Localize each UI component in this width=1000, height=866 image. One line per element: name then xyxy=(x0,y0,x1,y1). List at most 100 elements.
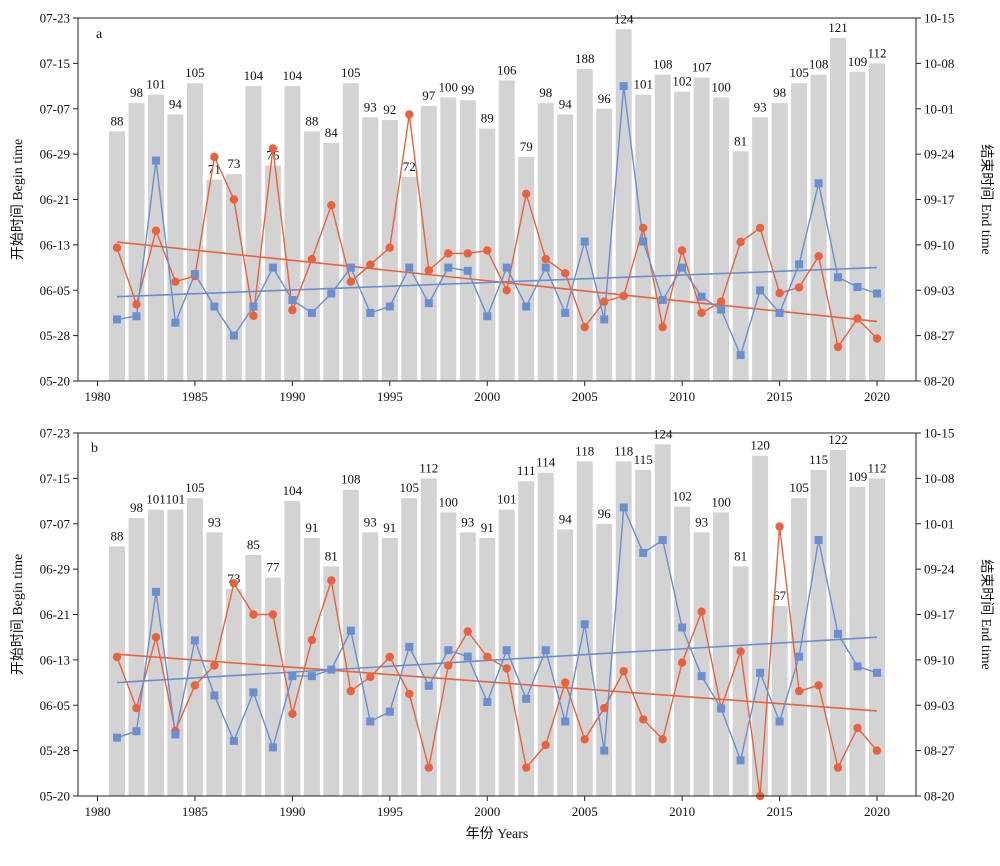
bar-label: 108 xyxy=(653,57,673,72)
begin-series-line xyxy=(116,526,878,797)
begin-point xyxy=(327,201,336,210)
panel-label: a xyxy=(96,27,103,42)
end-point xyxy=(580,237,589,246)
begin-point xyxy=(483,246,492,255)
end-point xyxy=(366,308,375,317)
bar-label: 112 xyxy=(867,45,886,60)
begin-point xyxy=(190,681,200,690)
begin-point xyxy=(794,283,804,292)
begin-point xyxy=(794,686,804,696)
end-point xyxy=(405,263,414,272)
left-tick-label: 06-21 xyxy=(40,607,70,622)
begin-point xyxy=(502,664,511,673)
end-point xyxy=(873,289,881,298)
begin-point xyxy=(444,249,453,258)
bar xyxy=(557,529,574,796)
begin-point xyxy=(814,252,823,261)
end-point xyxy=(736,351,745,360)
end-series-line xyxy=(116,507,878,763)
bar xyxy=(654,444,671,796)
bar xyxy=(674,91,691,381)
bar xyxy=(810,469,827,796)
bar xyxy=(342,83,359,381)
end-point xyxy=(444,263,453,272)
bar-label: 97 xyxy=(422,88,436,103)
x-tick-label: 2010 xyxy=(669,804,695,819)
end-point xyxy=(288,296,297,304)
end-point xyxy=(327,289,336,298)
bar xyxy=(869,63,885,382)
bar-label: 101 xyxy=(633,77,653,92)
begin-point xyxy=(268,144,278,153)
bar xyxy=(459,100,476,381)
end-trend-line xyxy=(116,636,878,684)
bar-label: 101 xyxy=(146,492,166,507)
end-point xyxy=(152,587,160,596)
end-point xyxy=(717,704,726,713)
begin-point xyxy=(600,297,609,306)
left-tick-label: 07-23 xyxy=(40,11,70,26)
bar xyxy=(791,498,808,796)
right-tick-label: 10-01 xyxy=(924,516,954,531)
begin-point xyxy=(112,243,122,252)
bar xyxy=(401,176,418,381)
left-tick-label: 07-07 xyxy=(40,516,71,531)
end-point xyxy=(268,263,277,272)
bar-label: 121 xyxy=(828,20,848,35)
end-point xyxy=(814,179,823,188)
begin-point xyxy=(463,249,472,258)
end-point xyxy=(346,263,355,272)
bar xyxy=(693,77,710,381)
bar xyxy=(654,74,671,381)
right-tick-label: 10-01 xyxy=(924,101,954,116)
bar xyxy=(596,108,613,382)
end-point xyxy=(249,302,258,311)
bar-label: 91 xyxy=(383,520,396,535)
bar-label: 114 xyxy=(536,455,556,470)
bar-label: 108 xyxy=(341,472,361,487)
bar-label: 100 xyxy=(439,494,459,509)
x-tick-label: 2020 xyxy=(864,804,890,819)
begin-point xyxy=(600,703,609,713)
end-point xyxy=(113,315,121,324)
begin-point xyxy=(210,661,219,670)
bar xyxy=(693,532,710,796)
x-axis-title: 年份 Years xyxy=(466,826,529,842)
bar xyxy=(264,165,281,381)
begin-point xyxy=(853,723,862,733)
bar-label: 85 xyxy=(247,537,260,552)
begin-point xyxy=(619,667,628,676)
begin-point xyxy=(268,610,278,619)
begin-point xyxy=(658,322,667,332)
right-tick-label: 10-15 xyxy=(924,11,954,26)
end-point xyxy=(171,318,180,327)
bar xyxy=(323,142,340,381)
begin-trend-line xyxy=(116,653,878,712)
bar-label: 94 xyxy=(169,96,183,111)
end-point xyxy=(249,688,258,697)
bar xyxy=(732,566,749,796)
end-point xyxy=(756,668,765,677)
begin-point xyxy=(151,226,161,235)
begin-point xyxy=(736,647,745,656)
bar-label: 105 xyxy=(341,65,361,80)
right-tick-label: 10-08 xyxy=(924,471,954,486)
begin-point xyxy=(639,715,648,724)
end-point xyxy=(366,717,375,726)
end-point xyxy=(152,156,160,165)
bar xyxy=(596,523,613,797)
right-tick-label: 09-24 xyxy=(924,147,955,162)
begin-point xyxy=(814,681,823,690)
bar xyxy=(459,532,476,796)
bar xyxy=(148,509,164,796)
begin-point xyxy=(872,746,882,755)
bar-label: 107 xyxy=(692,60,712,75)
left-tick-label: 07-23 xyxy=(40,426,70,441)
bar-label: 104 xyxy=(283,68,303,83)
end-point xyxy=(171,730,180,739)
bar xyxy=(557,114,574,382)
left-tick-label: 05-28 xyxy=(40,328,70,343)
bar xyxy=(810,74,827,381)
end-point xyxy=(190,636,199,645)
